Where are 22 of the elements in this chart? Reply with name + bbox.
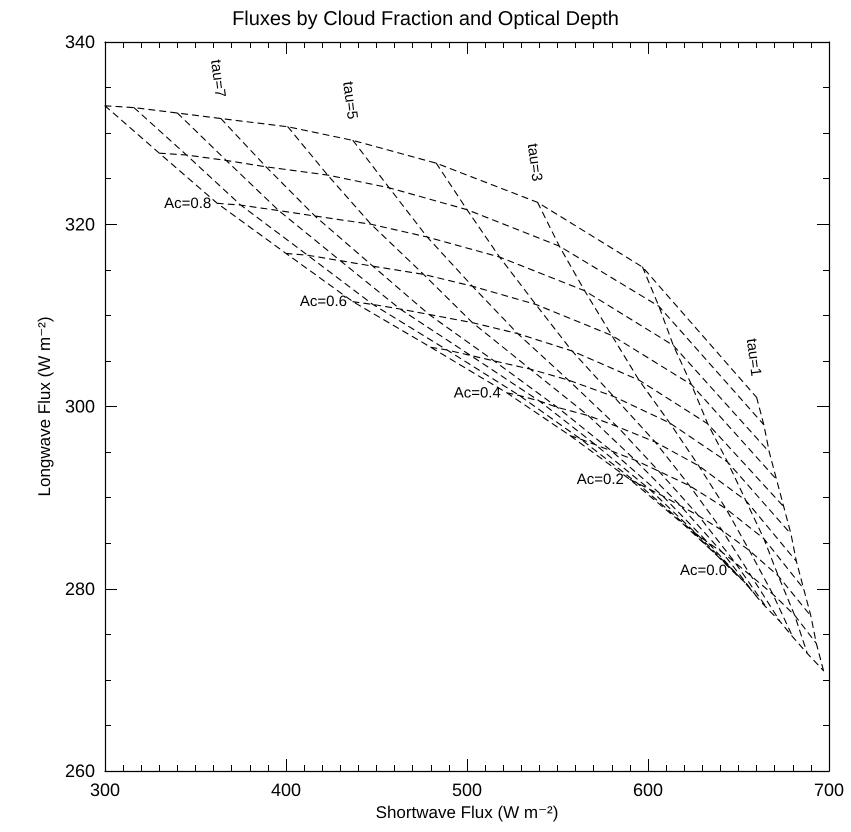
x-tick-label: 300 [90,780,120,800]
annotation: Ac=0.0 [680,562,728,580]
x-axis-title: Shortwave Flux (W m⁻²) [376,802,558,822]
x-tick-label: 400 [270,780,302,800]
annotation: tau=5 [339,80,361,120]
y-tick-label: 340 [64,32,95,52]
annotation: Ac=0.4 [454,384,501,402]
annotation: Ac=0.2 [576,470,624,488]
x-tick-label: 700 [814,780,844,800]
y-tick-label: 320 [64,214,95,234]
y-tick-label: 300 [64,396,95,416]
y-tick-label: 260 [64,761,95,781]
annotation: Ac=0.6 [300,293,347,310]
x-tick-label: 500 [452,780,482,800]
annotation: tau=1 [742,338,764,378]
y-tick-label: 280 [64,578,95,599]
x-tick-label: 600 [632,780,664,800]
annotation: tau=3 [524,142,546,182]
annotation: Ac=0.8 [164,194,212,212]
chart-title: Fluxes by Cloud Fraction and Optical Depth [232,8,619,30]
annotation: tau=7 [207,58,229,98]
y-axis-title: Longwave Flux (W m⁻²) [35,316,54,496]
